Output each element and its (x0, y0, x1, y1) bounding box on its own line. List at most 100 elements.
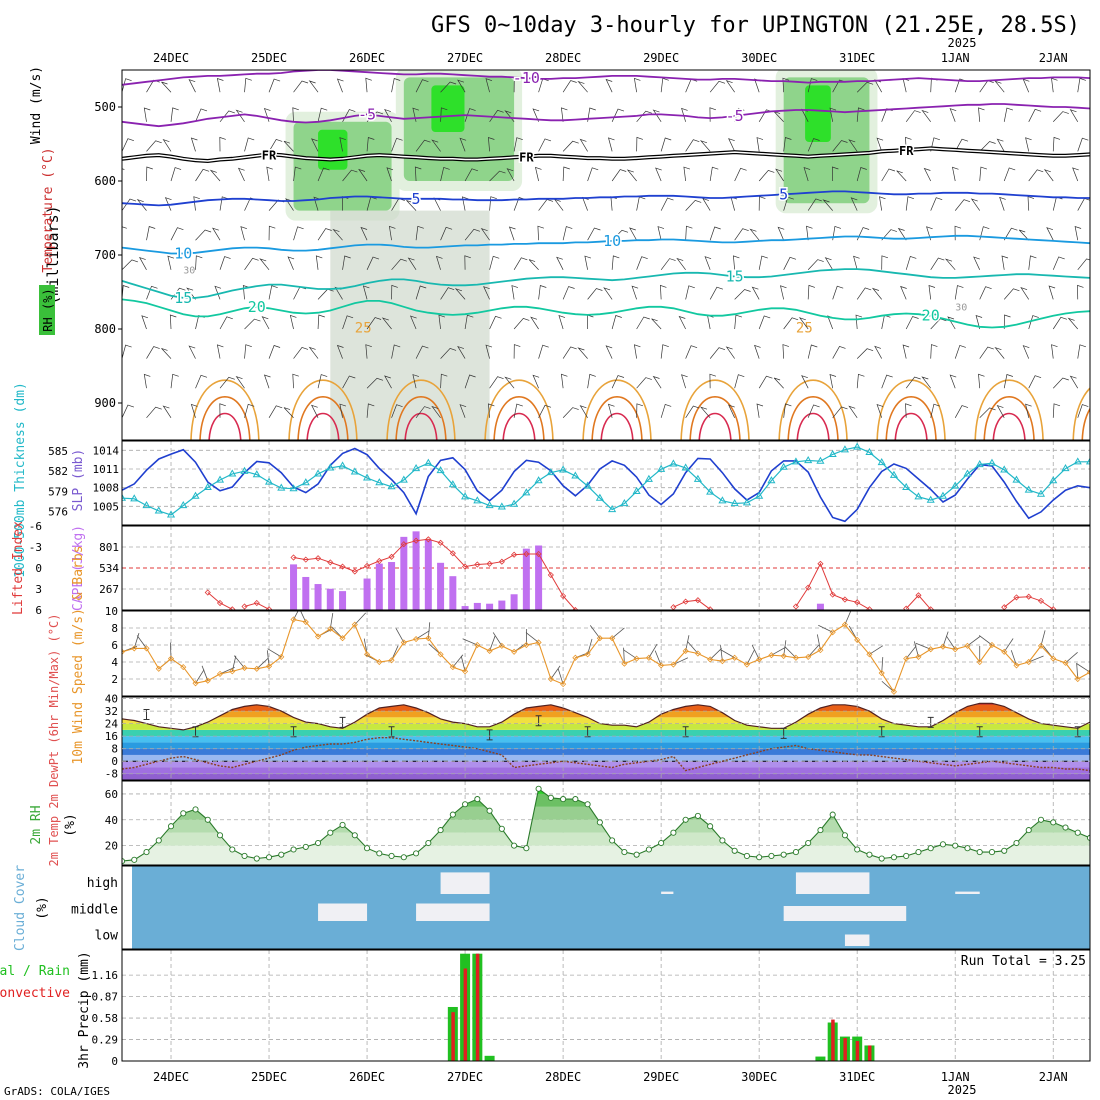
precip-tick-label: 0 (111, 1055, 118, 1068)
wind-barb (685, 199, 702, 211)
wind-marker (229, 668, 236, 675)
wind-marker (400, 639, 407, 646)
wind-barb (856, 227, 870, 241)
wind-barb (122, 198, 137, 211)
min-max-marker (339, 716, 346, 728)
wind-barb (905, 403, 912, 418)
wind-barb (897, 227, 907, 241)
wind-marker (817, 647, 824, 654)
wind-barb (676, 257, 686, 271)
thickness-marker (816, 456, 825, 464)
wind-barb (365, 77, 372, 93)
wind-barb (562, 140, 579, 152)
credit-label: GrADS: COLA/IGES (4, 1085, 110, 1098)
wind-barb (1069, 375, 1079, 389)
thickness-marker (338, 461, 347, 469)
wind-barb (611, 627, 625, 639)
wind-barb (856, 287, 872, 300)
wind-barb (231, 655, 237, 672)
wind-barb (386, 167, 394, 182)
thickness-marker (779, 462, 788, 470)
wind-marker (829, 629, 836, 636)
li-marker (572, 606, 579, 610)
date-tick-bottom: 26DEC (349, 1070, 385, 1084)
wind-barb (464, 374, 476, 389)
wind-marker (449, 664, 456, 671)
wind-barb (652, 375, 662, 389)
thickness-marker (559, 465, 568, 473)
li-marker (314, 555, 322, 562)
contour-label: -5 (358, 105, 376, 123)
wind-barb (801, 375, 809, 389)
wind-barb (440, 226, 453, 241)
rh-legend-swatch (39, 285, 55, 335)
min-max-marker (388, 726, 395, 738)
rh-band-core (805, 85, 831, 143)
wind-marker (180, 664, 187, 671)
wind-barb (513, 257, 528, 270)
thickness-marker (718, 496, 727, 504)
rh-marker (658, 839, 665, 847)
wind-barb (489, 635, 496, 652)
wind-marker (939, 643, 947, 650)
li-marker (474, 561, 481, 568)
thickness-marker (399, 475, 408, 483)
wind-marker (155, 665, 162, 672)
rh-ylabel-main: 2m RH (29, 805, 44, 844)
wind-barb (209, 169, 221, 182)
wind-barb (395, 628, 405, 643)
li-marker (547, 571, 554, 579)
wind-barb (652, 109, 662, 122)
date-tick-bottom: 29DEC (643, 1070, 679, 1084)
wind-barb (268, 225, 276, 241)
upper-label-temp: Temperature (°C) (41, 147, 56, 272)
wind-barb (219, 403, 226, 418)
wind-marker (474, 641, 481, 649)
min-max-marker (290, 726, 297, 738)
wind-barb (783, 256, 797, 270)
thickness-marker (363, 473, 372, 481)
wind-barb (623, 649, 637, 659)
cloud-ylabel-unit: (%) (35, 896, 50, 919)
wind-barb (268, 345, 281, 359)
wind-barb (923, 167, 932, 182)
precip-convective-bar (463, 968, 468, 1061)
wind-marker (143, 645, 150, 652)
wind-marker (167, 655, 175, 662)
wind-barb (807, 644, 820, 658)
wind-barb (237, 167, 245, 182)
wind-barb (268, 285, 278, 300)
wind-marker (511, 648, 518, 655)
wind-barb (818, 624, 833, 633)
wind-barb (603, 287, 613, 300)
thickness-marker (877, 457, 886, 466)
temp-tick-label: 8 (111, 743, 118, 756)
wind-barb (702, 197, 711, 211)
thickness-marker (681, 463, 690, 471)
wind-marker (878, 669, 885, 677)
thickness-marker (938, 491, 948, 499)
cape-tick-label: 267 (99, 583, 119, 596)
wind-barb (699, 140, 711, 152)
date-tick-top: 29DEC (643, 51, 679, 65)
wind-barb (1096, 316, 1100, 329)
temp-color-band (122, 748, 1090, 755)
wind-marker (584, 651, 591, 658)
wind-barb (683, 166, 691, 182)
wind-barb (709, 648, 722, 660)
wind-barb (170, 373, 179, 389)
wind-barb (856, 167, 867, 182)
wind-marker (964, 642, 971, 649)
wind-barb (921, 376, 931, 389)
wind-barb (195, 108, 208, 122)
wind-barb (219, 376, 235, 389)
wind-barb (513, 344, 521, 359)
wind-barb (758, 315, 771, 330)
wind-barb (409, 315, 417, 330)
wind-barb (412, 374, 420, 389)
wind-barb (579, 138, 588, 152)
li-marker (437, 539, 444, 546)
wind-barb (926, 226, 933, 241)
isotherm-warm-loop (1072, 387, 1090, 440)
wind-marker (645, 654, 652, 661)
